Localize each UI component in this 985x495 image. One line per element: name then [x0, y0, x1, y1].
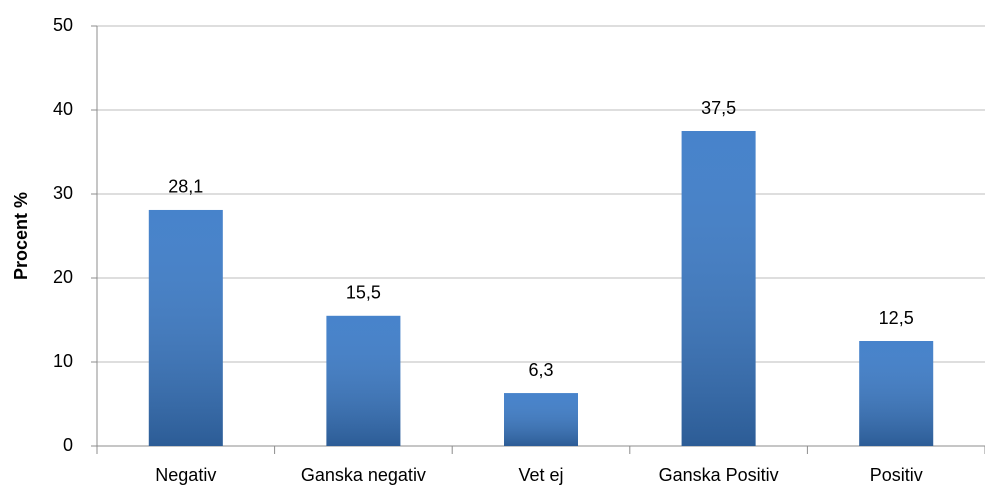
x-tick-label: Negativ: [155, 465, 216, 485]
x-tick-label: Ganska negativ: [301, 465, 426, 485]
data-label: 37,5: [701, 98, 736, 118]
x-tick-label: Positiv: [870, 465, 923, 485]
y-tick-label: 40: [53, 99, 73, 119]
bar: [326, 315, 401, 446]
y-axis-label: Procent %: [11, 192, 31, 280]
bar: [681, 131, 756, 446]
data-label: 12,5: [879, 308, 914, 328]
y-tick-label: 10: [53, 351, 73, 371]
y-tick-label: 30: [53, 183, 73, 203]
y-tick-label: 20: [53, 267, 73, 287]
x-tick-label: Ganska Positiv: [659, 465, 779, 485]
data-label: 15,5: [346, 283, 381, 303]
y-tick-label: 0: [63, 435, 73, 455]
bar: [504, 393, 578, 446]
bar: [148, 209, 223, 446]
data-label: 6,3: [528, 360, 553, 380]
x-tick-label: Vet ej: [518, 465, 563, 485]
y-tick-label: 50: [53, 15, 73, 35]
bar: [859, 341, 934, 446]
data-label: 28,1: [168, 177, 203, 197]
